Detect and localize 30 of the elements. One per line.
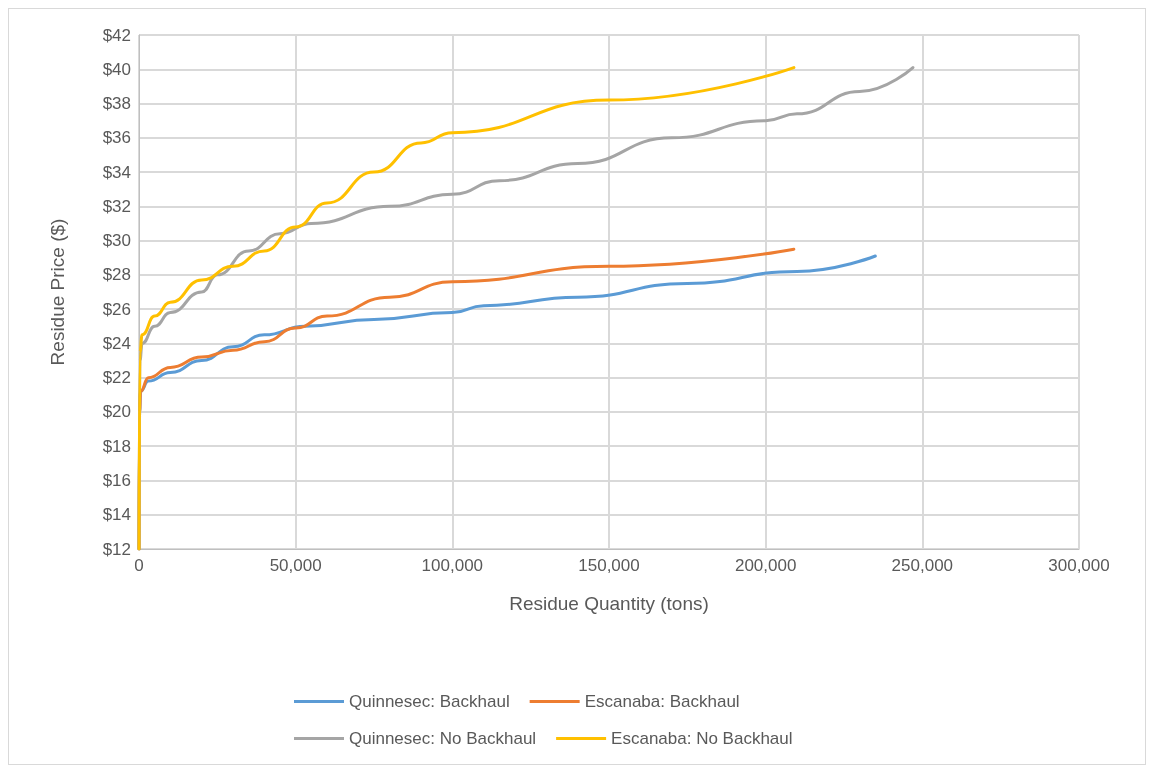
x-tick-label: 0 — [134, 556, 144, 575]
y-tick-label: $42 — [102, 25, 131, 45]
y-tick-label: $40 — [102, 59, 131, 79]
y-tick-label: $12 — [102, 539, 131, 559]
y-tick-label: $22 — [102, 368, 131, 388]
y-tick-label: $14 — [102, 505, 131, 525]
y-axis-title: Residue Price ($) — [47, 218, 68, 366]
y-tick-label: $26 — [102, 299, 131, 319]
y-tick-label: $30 — [102, 231, 131, 251]
y-tick-label: $36 — [102, 128, 131, 148]
y-tick-label: $20 — [102, 402, 131, 422]
legend-label: Quinnesec: No Backhaul — [349, 729, 537, 748]
x-tick-label: 200,000 — [734, 556, 797, 575]
line-series — [137, 66, 796, 551]
y-tick-label: $18 — [102, 436, 131, 456]
y-tick-label: $34 — [102, 162, 131, 182]
x-tick-label: 150,000 — [578, 556, 640, 575]
x-tick-label: 300,000 — [1048, 556, 1110, 575]
legend-label: Escanaba: Backhaul — [584, 692, 740, 711]
y-tick-label: $28 — [102, 265, 131, 285]
x-axis-title: Residue Quantity (tons) — [509, 593, 709, 614]
y-tick-label: $24 — [102, 333, 131, 353]
y-tick-label: $16 — [102, 470, 131, 490]
x-tick-label: 250,000 — [891, 556, 954, 575]
x-tick-label: 100,000 — [421, 556, 484, 575]
legend-label: Escanaba: No Backhaul — [611, 729, 793, 748]
legend-label: Quinnesec: Backhaul — [349, 692, 510, 711]
x-tick-label: 50,000 — [269, 556, 322, 575]
y-tick-label: $32 — [102, 196, 131, 216]
y-tick-label: $38 — [102, 94, 131, 114]
